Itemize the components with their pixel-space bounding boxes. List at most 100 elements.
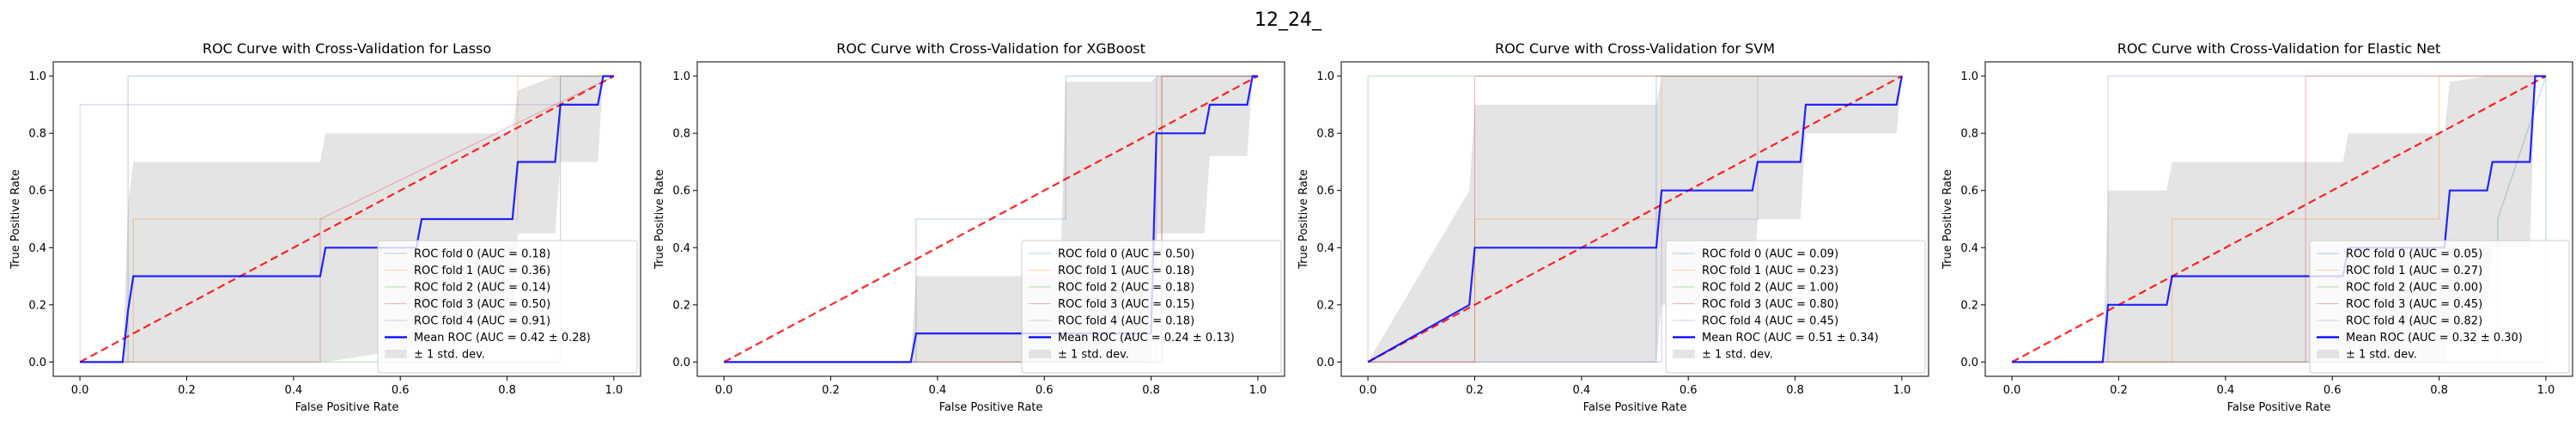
y-axis-label: True Positive Rate xyxy=(1297,169,1310,270)
legend: ROC fold 0 (AUC = 0.05) ROC fold 1 (AUC =… xyxy=(2309,240,2570,374)
y-tick-label: 0.0 xyxy=(672,357,690,369)
y-tick-label: 1.0 xyxy=(672,70,690,83)
y-axis-label: True Positive Rate xyxy=(653,169,666,270)
roc-fold-3-line xyxy=(724,76,1258,363)
chart-title: ROC Curve with Cross-Validation for Elas… xyxy=(2117,40,2441,57)
legend-label: ROC fold 0 (AUC = 0.50) xyxy=(1058,248,1194,261)
x-axis-label: False Positive Rate xyxy=(2227,401,2331,414)
legend-label: ROC fold 3 (AUC = 0.50) xyxy=(414,298,550,311)
legend-label: ROC fold 1 (AUC = 0.36) xyxy=(414,265,550,277)
x-tick-label: 0.4 xyxy=(928,384,946,397)
legend-label: ± 1 std. dev. xyxy=(2346,349,2417,362)
legend-label: ROC fold 2 (AUC = 0.18) xyxy=(1058,282,1194,295)
legend-label: ± 1 std. dev. xyxy=(1702,349,1773,362)
legend-label: ± 1 std. dev. xyxy=(414,349,485,362)
x-tick-label: 0.2 xyxy=(822,384,840,397)
legend-label: ROC fold 3 (AUC = 0.45) xyxy=(2346,298,2482,311)
axes-frame xyxy=(52,61,641,377)
y-tick-label: 0.8 xyxy=(1316,128,1334,141)
y-tick-label: 0.0 xyxy=(1960,357,1978,369)
axes-frame xyxy=(1984,61,2573,377)
legend-label: ROC fold 4 (AUC = 0.45) xyxy=(1702,315,1838,328)
x-tick-label: 0.6 xyxy=(2324,384,2342,397)
x-tick-label: 0.2 xyxy=(178,384,196,397)
legend-label: ROC fold 2 (AUC = 0.00) xyxy=(2346,282,2482,295)
x-tick-label: 1.0 xyxy=(1893,384,1911,397)
x-axis-label: False Positive Rate xyxy=(1583,401,1687,414)
roc-fold-4-line xyxy=(724,76,1258,363)
chance-diagonal-line xyxy=(79,75,615,363)
axes-frame xyxy=(1340,61,1929,377)
x-tick-label: 1.0 xyxy=(2537,384,2555,397)
legend-label: ROC fold 4 (AUC = 0.82) xyxy=(2346,315,2482,328)
legend-swatch-std-dev xyxy=(385,350,407,358)
y-tick-label: 0.4 xyxy=(28,242,46,255)
roc-fold-3-line xyxy=(2012,76,2546,363)
x-tick-label: 0.2 xyxy=(1466,384,1484,397)
chart-panel-0: 0.0 0.2 0.4 0.6 0.8 1.0 0.0 0.2 0.4 0.6 0.8 1.0 ROC … xyxy=(9,40,641,414)
roc-fold-3-line xyxy=(1368,76,1902,363)
chart-title: ROC Curve with Cross-Validation for SVM xyxy=(1495,40,1775,57)
roc-fold-1-line xyxy=(724,76,1258,363)
legend-label: ROC fold 2 (AUC = 0.14) xyxy=(414,282,550,295)
chart-panels: 0.0 0.2 0.4 0.6 0.8 1.0 0.0 0.2 0.4 0.6 0.8 1.0 ROC … xyxy=(9,40,2573,414)
y-tick-label: 0.4 xyxy=(1960,242,1978,255)
y-axis-label: True Positive Rate xyxy=(1941,169,1954,270)
legend-label: ROC fold 0 (AUC = 0.18) xyxy=(414,248,550,261)
x-tick-label: 0.0 xyxy=(1359,384,1377,397)
legend-label: Mean ROC (AUC = 0.51 ± 0.34) xyxy=(1702,332,1879,345)
y-tick-label: 0.2 xyxy=(1960,299,1978,312)
legend-label: ROC fold 2 (AUC = 1.00) xyxy=(1702,282,1838,295)
legend-label: ROC fold 0 (AUC = 0.05) xyxy=(2346,248,2482,261)
x-tick-label: 0.6 xyxy=(1680,384,1698,397)
y-tick-label: 0.0 xyxy=(28,357,46,369)
roc-fold-1-line xyxy=(80,76,614,363)
legend-box xyxy=(2309,240,2570,374)
mean-roc-line xyxy=(724,75,1258,363)
chance-diagonal-line xyxy=(1367,75,1903,363)
x-tick-label: 1.0 xyxy=(605,384,623,397)
legend-label: ROC fold 0 (AUC = 0.09) xyxy=(1702,248,1838,261)
y-tick-label: 0.6 xyxy=(1316,185,1334,198)
chart-title: ROC Curve with Cross-Validation for Lass… xyxy=(203,40,491,57)
chance-diagonal-line xyxy=(2011,75,2547,363)
y-tick-label: 0.8 xyxy=(672,128,690,141)
legend: ROC fold 0 (AUC = 0.50) ROC fold 1 (AUC =… xyxy=(1021,240,1282,374)
axes-frame xyxy=(696,61,1285,377)
x-tick-label: 0.6 xyxy=(1036,384,1054,397)
legend-label: ± 1 std. dev. xyxy=(1058,349,1129,362)
mean-roc-line xyxy=(80,75,614,363)
roc-fold-0-line xyxy=(1368,76,1902,363)
legend-swatch-std-dev xyxy=(1673,350,1695,358)
legend-label: ROC fold 1 (AUC = 0.18) xyxy=(1058,265,1194,277)
legend: ROC fold 0 (AUC = 0.09) ROC fold 1 (AUC =… xyxy=(1665,240,1926,374)
y-tick-label: 0.2 xyxy=(1316,299,1334,312)
roc-fold-3-line xyxy=(80,76,615,363)
legend-box xyxy=(377,240,638,374)
figure-suptitle: 12_24_ xyxy=(1255,9,1322,31)
roc-fold-1-line xyxy=(2012,76,2546,363)
legend-label: ROC fold 4 (AUC = 0.91) xyxy=(414,315,550,328)
y-tick-label: 0.0 xyxy=(1316,357,1334,369)
legend-label: ROC fold 1 (AUC = 0.27) xyxy=(2346,265,2482,277)
legend-label: Mean ROC (AUC = 0.32 ± 0.30) xyxy=(2346,332,2523,345)
legend-box xyxy=(1021,240,1282,374)
x-tick-label: 0.8 xyxy=(498,384,516,397)
legend-box xyxy=(1665,240,1926,374)
y-tick-label: 0.6 xyxy=(1960,185,1978,198)
x-tick-label: 0.0 xyxy=(71,384,89,397)
chart-panel-1: 0.0 0.2 0.4 0.6 0.8 1.0 0.0 0.2 0.4 0.6 0.8 1.0 ROC … xyxy=(653,40,1285,414)
y-tick-label: 1.0 xyxy=(1316,70,1334,83)
x-tick-label: 0.0 xyxy=(2003,384,2021,397)
y-tick-label: 0.8 xyxy=(1960,128,1978,141)
legend-label: ROC fold 3 (AUC = 0.80) xyxy=(1702,298,1838,311)
legend-label: Mean ROC (AUC = 0.42 ± 0.28) xyxy=(414,332,591,345)
x-tick-label: 0.0 xyxy=(715,384,733,397)
chart-title: ROC Curve with Cross-Validation for XGBo… xyxy=(836,40,1145,57)
legend-swatch-std-dev xyxy=(2317,350,2339,358)
y-tick-label: 0.2 xyxy=(672,299,690,312)
legend-label: ROC fold 3 (AUC = 0.15) xyxy=(1058,298,1194,311)
legend-swatch-std-dev xyxy=(1029,350,1051,358)
x-tick-label: 0.8 xyxy=(1786,384,1804,397)
